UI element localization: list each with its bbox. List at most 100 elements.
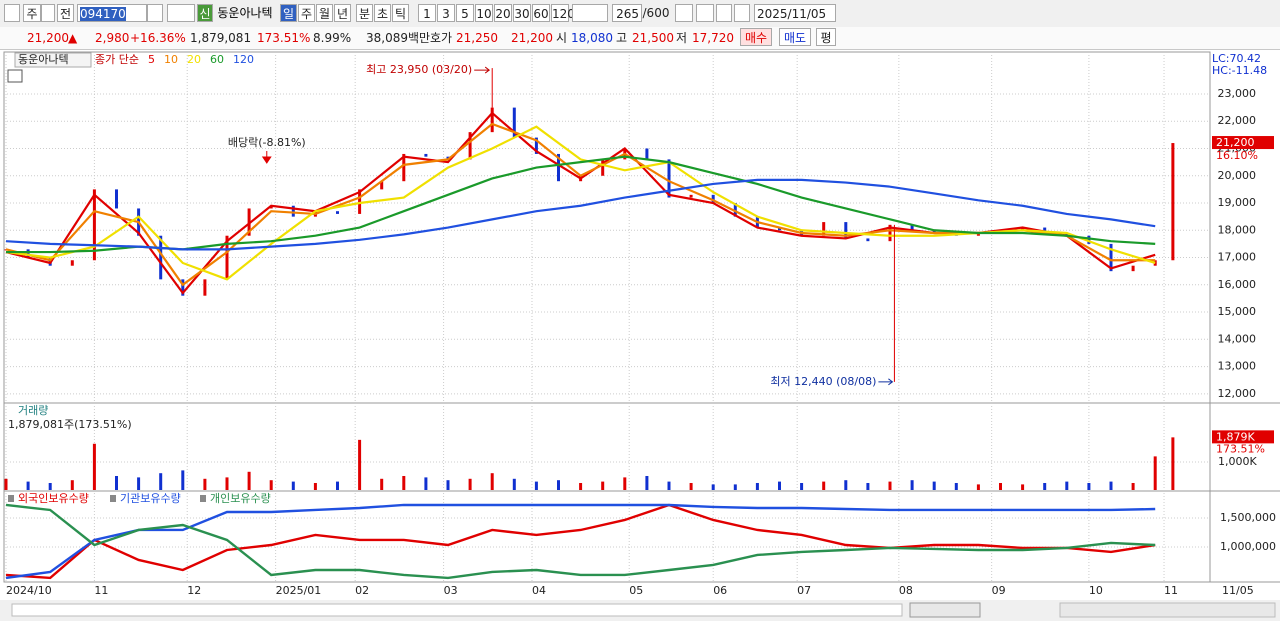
y-tick-label: 17,000 — [1218, 251, 1257, 264]
volume-bar — [1065, 481, 1069, 490]
period-button[interactable]: 틱 — [392, 4, 409, 22]
volume-bar — [1153, 456, 1157, 490]
volume-bar — [313, 482, 317, 490]
x-tick-label: 02 — [355, 584, 369, 597]
candle — [1171, 143, 1175, 261]
y-tick-label: 18,000 — [1218, 223, 1257, 236]
high-label: 고 — [616, 31, 628, 45]
volume-bar — [291, 481, 295, 490]
menu-icon[interactable] — [4, 4, 20, 22]
period-button[interactable]: 120 — [551, 4, 575, 22]
candle — [1109, 243, 1113, 272]
candle — [181, 279, 185, 296]
period-button[interactable]: 60 — [532, 4, 550, 22]
legend-entry: 기관보유수량 — [120, 492, 181, 505]
last-volume: 1,879K — [1216, 430, 1255, 443]
last-volume-box — [1212, 430, 1274, 444]
series-line — [5, 503, 1156, 580]
candle — [1065, 232, 1069, 236]
candle — [468, 132, 472, 160]
table-icon[interactable] — [7, 69, 23, 83]
arrow: ▲ — [68, 31, 78, 45]
zoom-tools[interactable] — [1059, 602, 1276, 618]
period-button[interactable]: 분 — [356, 4, 373, 22]
candle — [778, 227, 781, 231]
lc-label: LC:70.42 — [1212, 52, 1261, 65]
panel-subtitle: 1,879,081주(173.51%) — [8, 418, 132, 431]
y-tick-label: 12,000 — [1218, 387, 1257, 400]
volume-bar — [1131, 482, 1135, 490]
candle — [534, 137, 538, 154]
x-tick-label: 07 — [797, 584, 811, 597]
sell-button[interactable]: 매도 — [779, 28, 811, 46]
volume-bar — [999, 482, 1002, 490]
legend-entry: 60 — [210, 53, 224, 66]
period-button[interactable]: 초 — [374, 4, 391, 22]
buy-button[interactable]: 매수 — [740, 28, 772, 46]
period-button[interactable]: 월 — [316, 4, 333, 22]
candle — [976, 232, 980, 236]
code-input[interactable]: 094170 — [77, 4, 147, 22]
search-button[interactable] — [147, 4, 163, 22]
volume-bar — [1171, 437, 1175, 490]
y-tick-label: 1,500,000 — [1220, 511, 1276, 524]
tool-icon[interactable] — [696, 4, 714, 22]
settings-icon[interactable] — [734, 4, 750, 22]
legend-box — [14, 52, 92, 68]
period-button[interactable]: 30 — [513, 4, 531, 22]
series-line — [5, 125, 1156, 281]
volume-bar — [822, 481, 826, 490]
volume-bar — [137, 477, 141, 490]
dropdown[interactable] — [41, 4, 55, 22]
period-button[interactable]: 10 — [475, 4, 493, 22]
annotation: 최저 12,440 (08/08) — [770, 375, 876, 388]
period-button[interactable]: 년 — [334, 4, 351, 22]
candle — [733, 203, 737, 217]
volume-bar — [269, 480, 273, 490]
legend-entry: 20 — [187, 53, 201, 66]
candle — [424, 153, 428, 157]
candle — [203, 279, 207, 296]
volume-bar — [1109, 481, 1113, 490]
date-input[interactable]: 2025/11/05 — [754, 4, 836, 22]
count[interactable]: 265 — [612, 4, 642, 22]
volume-bar — [1043, 482, 1047, 490]
prev-button[interactable]: 전 — [57, 4, 74, 22]
market[interactable]: 주 — [23, 4, 41, 22]
volume-bar — [512, 478, 516, 490]
x-tick-label: 12 — [187, 584, 201, 597]
candle — [844, 222, 848, 239]
series-line — [5, 178, 1156, 251]
sound-button[interactable] — [167, 4, 195, 22]
play-controls[interactable] — [909, 602, 981, 618]
interval-select[interactable] — [572, 4, 608, 22]
x-tick-label: 05 — [629, 584, 643, 597]
x-tick-label: 04 — [532, 584, 546, 597]
low-label: 저 — [676, 31, 688, 45]
candle — [225, 235, 229, 280]
volume-bar — [336, 481, 339, 490]
legend-entry: 5 — [148, 53, 155, 66]
y-tick-label: 1,000K — [1218, 455, 1257, 468]
hc-label: HC:-11.48 — [1212, 64, 1267, 77]
candle — [1043, 227, 1047, 233]
tool-icon[interactable] — [675, 4, 693, 22]
period-button[interactable]: 주 — [298, 4, 315, 22]
volume: 1,879,081 — [190, 31, 252, 45]
save-icon[interactable] — [716, 4, 732, 22]
turnover: 8.99% — [313, 31, 352, 45]
period-button[interactable]: 20 — [494, 4, 512, 22]
volume-bar — [778, 481, 781, 490]
period-button[interactable]: 5 — [456, 4, 474, 22]
period-button[interactable]: 1 — [418, 4, 436, 22]
period-button[interactable]: 3 — [437, 4, 455, 22]
series-line — [6, 155, 1156, 254]
avg-button[interactable]: 평 — [816, 28, 836, 46]
period-button[interactable]: 일 — [280, 4, 297, 22]
volume-bar — [490, 473, 494, 490]
candle — [557, 153, 560, 182]
scroll-track[interactable] — [11, 603, 903, 617]
candle — [645, 148, 649, 160]
plot-frame — [3, 51, 1211, 583]
volume-bar — [446, 480, 450, 490]
